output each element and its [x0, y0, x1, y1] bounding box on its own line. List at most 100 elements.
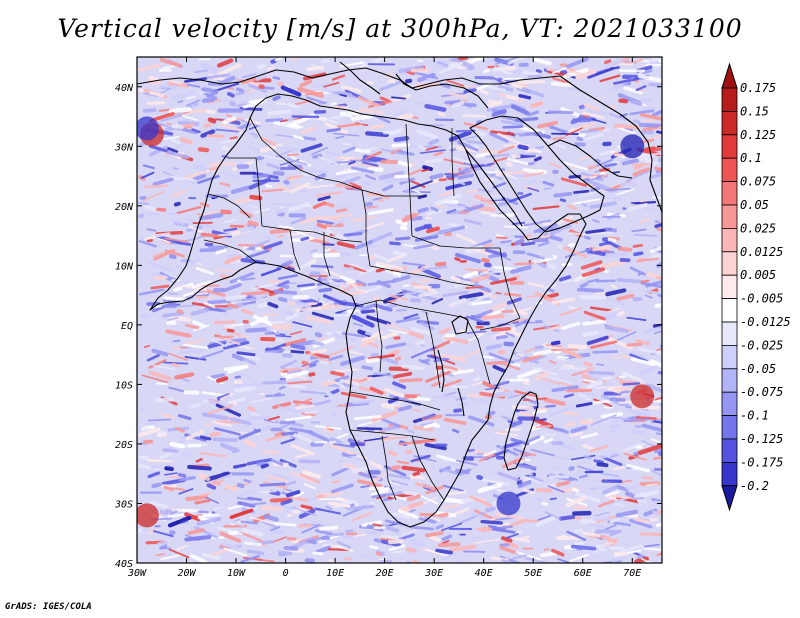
colorbar-swatch	[721, 111, 738, 136]
field-streak	[483, 262, 492, 268]
field-streak	[419, 149, 446, 154]
field-streak	[589, 540, 615, 550]
field-streak	[313, 110, 327, 114]
field-streak	[331, 278, 347, 283]
field-streak	[201, 391, 227, 397]
field-streak	[262, 380, 287, 385]
field-streak	[280, 167, 297, 171]
field-cell	[620, 134, 645, 159]
field-streak	[229, 224, 244, 228]
field-streak	[424, 442, 447, 451]
field-streak	[154, 525, 161, 528]
field-streak	[405, 213, 421, 217]
field-streak	[604, 227, 617, 233]
field-streak	[207, 404, 233, 415]
grads-credit: GrADS: IGES/COLA	[5, 602, 92, 612]
field-streak	[323, 294, 347, 306]
field-streak	[486, 360, 508, 366]
field-streak	[655, 432, 662, 436]
field-streak	[409, 525, 435, 531]
field-streak	[633, 251, 644, 257]
field-streak	[225, 252, 240, 259]
field-streak	[421, 168, 430, 172]
field-streak	[361, 365, 373, 371]
field-streak	[348, 160, 356, 165]
field-streak	[236, 351, 256, 357]
field-streak	[658, 478, 662, 482]
field-streak	[480, 314, 505, 320]
field-streak	[648, 169, 662, 180]
field-streak	[249, 204, 258, 209]
field-streak	[587, 67, 614, 79]
field-streak	[653, 324, 662, 335]
field-streak	[446, 208, 457, 214]
field-streak	[168, 352, 189, 362]
field-streak	[417, 194, 428, 200]
field-streak	[466, 57, 492, 65]
field-streak	[255, 73, 268, 82]
field-streak	[522, 488, 535, 495]
field-cell	[496, 491, 521, 516]
field-streak	[382, 436, 408, 440]
field-streak	[561, 321, 581, 331]
field-streak	[328, 354, 344, 361]
colorbar-swatch	[721, 251, 738, 276]
field-streak	[639, 365, 658, 375]
field-streak	[214, 268, 236, 273]
field-streak	[361, 147, 378, 151]
field-streak	[434, 261, 447, 267]
field-streak	[367, 470, 381, 475]
field-streak	[629, 109, 655, 116]
field-streak	[163, 296, 188, 302]
field-streak	[511, 154, 521, 159]
field-streak	[387, 79, 396, 84]
field-streak	[569, 553, 589, 563]
colorbar-label: 0.125	[740, 128, 776, 142]
field-streak	[285, 490, 301, 498]
colorbar-label: -0.2	[740, 479, 769, 493]
field-streak	[641, 440, 657, 448]
field-streak	[333, 532, 345, 537]
field-streak	[208, 73, 226, 83]
field-streak	[247, 552, 274, 563]
field-streak	[459, 210, 469, 214]
field-streak	[657, 123, 662, 130]
field-streak	[493, 390, 516, 398]
field-streak	[201, 552, 222, 560]
field-streak	[219, 442, 239, 453]
field-streak	[169, 218, 185, 226]
field-streak	[174, 372, 195, 380]
field-streak	[634, 424, 642, 429]
field-streak	[633, 233, 658, 237]
field-streak	[603, 127, 611, 132]
field-streak	[464, 248, 475, 254]
field-streak	[193, 173, 207, 182]
field-streak	[524, 346, 538, 354]
field-streak	[512, 250, 526, 255]
field-streak	[645, 279, 662, 288]
field-streak	[224, 77, 243, 87]
field-streak	[514, 473, 534, 476]
field-streak	[490, 130, 515, 136]
field-streak	[616, 278, 643, 284]
field-streak	[371, 476, 381, 482]
field-streak	[553, 350, 561, 354]
field-streak	[373, 253, 388, 262]
field-streak	[595, 279, 616, 283]
field-streak	[626, 316, 647, 321]
field-streak	[400, 506, 411, 512]
field-streak	[230, 185, 251, 195]
field-streak	[214, 305, 230, 308]
field-streak	[572, 510, 592, 516]
field-streak	[277, 405, 304, 414]
field-streak	[352, 399, 375, 405]
field-streak	[392, 292, 417, 296]
field-streak	[413, 285, 432, 289]
field-streak	[247, 406, 256, 412]
field-streak	[274, 183, 291, 192]
field-streak	[565, 421, 576, 427]
field-streak	[286, 369, 302, 375]
field-streak	[354, 287, 369, 294]
field-streak	[499, 545, 519, 555]
field-streak	[660, 344, 662, 349]
